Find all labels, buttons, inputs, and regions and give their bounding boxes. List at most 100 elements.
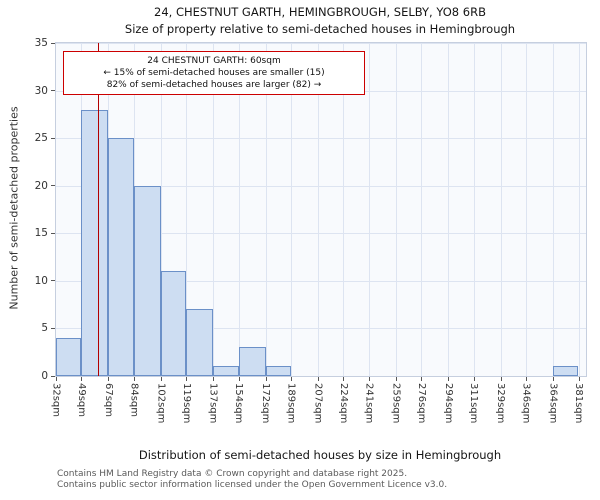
x-tick-mark [421,377,423,381]
histogram-bar [213,366,239,376]
vertical-gridline [343,43,345,376]
vertical-gridline [395,43,397,376]
chart-title: 24, CHESTNUT GARTH, HEMINGBROUGH, SELBY,… [154,5,486,19]
y-tick-mark [51,42,55,44]
chart-subtitle: Size of property relative to semi-detach… [124,22,516,36]
x-tick-mark [578,377,580,381]
x-tick-label: 276sqm [415,383,427,424]
y-tick-mark [51,375,55,377]
histogram-bar [265,366,292,376]
histogram-bar [186,309,214,376]
x-tick-label: 84sqm [128,383,140,418]
footer-line2: Contains public sector information licen… [57,480,448,490]
vertical-gridline [473,43,475,376]
y-tick-label: 30 [34,84,48,97]
horizontal-gridline [56,43,586,44]
x-tick-label: 259sqm [390,383,402,424]
vertical-gridline [578,43,580,376]
histogram-bar [133,185,161,376]
x-tick-label: 189sqm [285,383,297,424]
x-tick-mark [500,377,502,381]
x-tick-label: 137sqm [207,383,219,424]
y-tick-label: 35 [34,37,48,49]
x-tick-mark [108,377,110,381]
y-tick-mark [51,137,55,139]
x-tick-label: 119sqm [180,383,192,424]
vertical-gridline [318,43,319,376]
x-tick-label: 32sqm [50,383,62,418]
y-tick-label: 5 [41,322,48,335]
vertical-gridline [265,43,267,376]
horizontal-gridline [56,280,586,282]
y-tick-mark [51,90,55,92]
x-tick-mark [81,377,83,381]
vertical-gridline [238,43,240,376]
x-tick-mark [56,377,57,381]
x-tick-mark [368,377,370,381]
attribution-footer: Contains HM Land Registry data © Crown c… [57,469,447,491]
x-tick-label: 207sqm [312,383,324,424]
x-tick-mark [526,377,528,381]
vertical-gridline [526,43,528,376]
horizontal-gridline [56,138,586,140]
y-tick-mark [51,232,55,234]
annotation-larger-line: 82% of semi-detached houses are larger (… [106,80,322,90]
histogram-bar [56,337,82,376]
x-tick-label: 102sqm [155,383,167,424]
y-tick-label: 25 [34,132,48,145]
y-tick-mark [51,185,55,187]
annotation-box: 24 CHESTNUT GARTH: 60sqm ← 15% of semi-d… [63,51,365,95]
y-tick-label: 0 [41,370,48,382]
x-tick-label: 346sqm [520,383,532,424]
property-size-marker-line [97,43,100,376]
y-tick-label: 15 [34,227,48,240]
footer-line1: Contains HM Land Registry data © Crown c… [57,469,408,479]
x-tick-label: 294sqm [442,383,454,424]
histogram-bar [238,347,266,376]
x-axis-label: Distribution of semi-detached houses by … [138,448,502,462]
histogram-bar [81,109,109,376]
vertical-gridline [186,43,188,376]
x-tick-label: 364sqm [547,383,559,424]
x-tick-mark [186,377,188,381]
y-tick-mark [51,280,55,282]
x-tick-mark [291,377,293,381]
x-tick-label: 49sqm [75,383,87,418]
x-tick-label: 381sqm [573,383,584,424]
x-tick-mark [213,377,215,381]
vertical-gridline [368,43,370,376]
x-tick-label: 67sqm [102,383,114,418]
x-tick-label: 311sqm [468,383,480,424]
vertical-gridline [500,43,502,376]
x-tick-mark [265,377,267,381]
horizontal-gridline [56,185,586,187]
horizontal-gridline [56,328,586,330]
x-tick-mark [343,377,345,381]
y-tick-mark [51,327,55,329]
x-tick-label: 329sqm [495,383,507,424]
histogram-bar [108,138,134,376]
x-tick-mark [133,377,135,381]
histogram-bar [160,271,187,376]
horizontal-gridline [56,233,586,235]
x-tick-mark [238,377,240,381]
plot-area: 24 CHESTNUT GARTH: 60sqm ← 15% of semi-d… [55,42,587,377]
x-tick-label: 172sqm [260,383,272,424]
x-tick-mark [318,377,319,381]
x-tick-label: 154sqm [233,383,245,424]
vertical-gridline [448,43,450,376]
x-tick-label: 224sqm [337,383,349,424]
x-tick-mark [553,377,555,381]
annotation-property-line: 24 CHESTNUT GARTH: 60sqm [147,56,281,66]
vertical-gridline [553,43,555,376]
x-tick-mark [160,377,162,381]
vertical-gridline [421,43,423,376]
x-tick-label: 241sqm [363,383,375,424]
vertical-gridline [213,43,215,376]
x-tick-mark [395,377,397,381]
vertical-gridline [160,43,162,376]
x-tick-mark [473,377,475,381]
histogram-bar [553,366,579,376]
y-tick-label: 20 [34,179,48,192]
